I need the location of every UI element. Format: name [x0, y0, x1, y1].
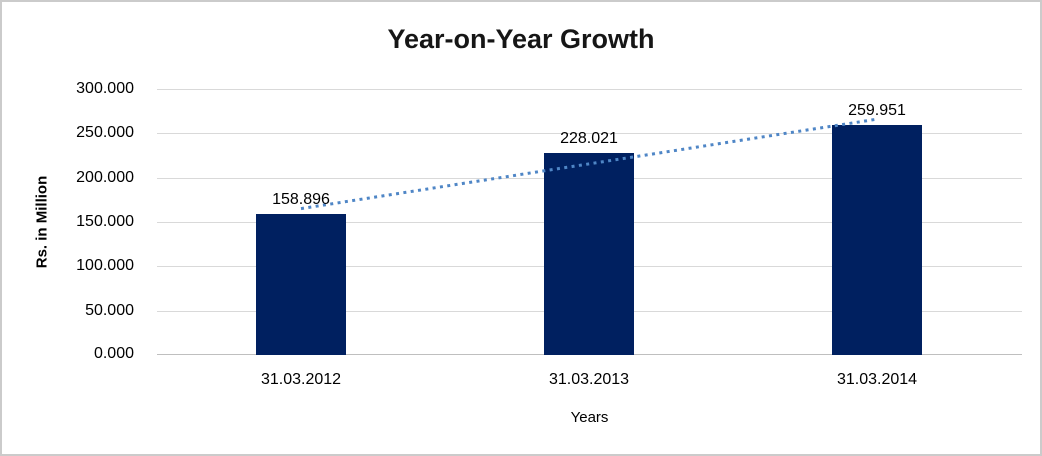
y-tick-label: 300.000	[76, 80, 134, 97]
y-tick-label: 0.000	[93, 345, 134, 362]
bar-value-label-2013: 228.021	[560, 130, 618, 147]
bar-value-label-2014: 259.951	[848, 102, 906, 119]
y-tick-label: 250.000	[76, 124, 134, 141]
y-tick-label: 100.000	[76, 257, 134, 274]
y-tick-label: 150.000	[76, 213, 134, 230]
x-tick-label-2013: 31.03.2013	[548, 371, 630, 388]
x-axis-title: Years	[570, 409, 609, 426]
x-tick-label-2014: 31.03.2014	[836, 371, 918, 388]
gridline	[157, 133, 1022, 134]
y-tick-label: 50.000	[85, 302, 134, 319]
chart-title: Year-on-Year Growth	[387, 24, 655, 54]
gridline	[157, 89, 1022, 90]
y-tick-label: 200.000	[76, 169, 134, 186]
plot-area: 158.896 228.021 259.951	[157, 89, 1022, 355]
bar-value-label-2012: 158.896	[272, 191, 330, 208]
bar-31-03-2013	[544, 153, 634, 355]
bar-31-03-2012	[256, 214, 346, 355]
bar-31-03-2014	[832, 125, 922, 355]
x-tick-label-2012: 31.03.2012	[260, 371, 342, 388]
trendline	[300, 117, 879, 211]
